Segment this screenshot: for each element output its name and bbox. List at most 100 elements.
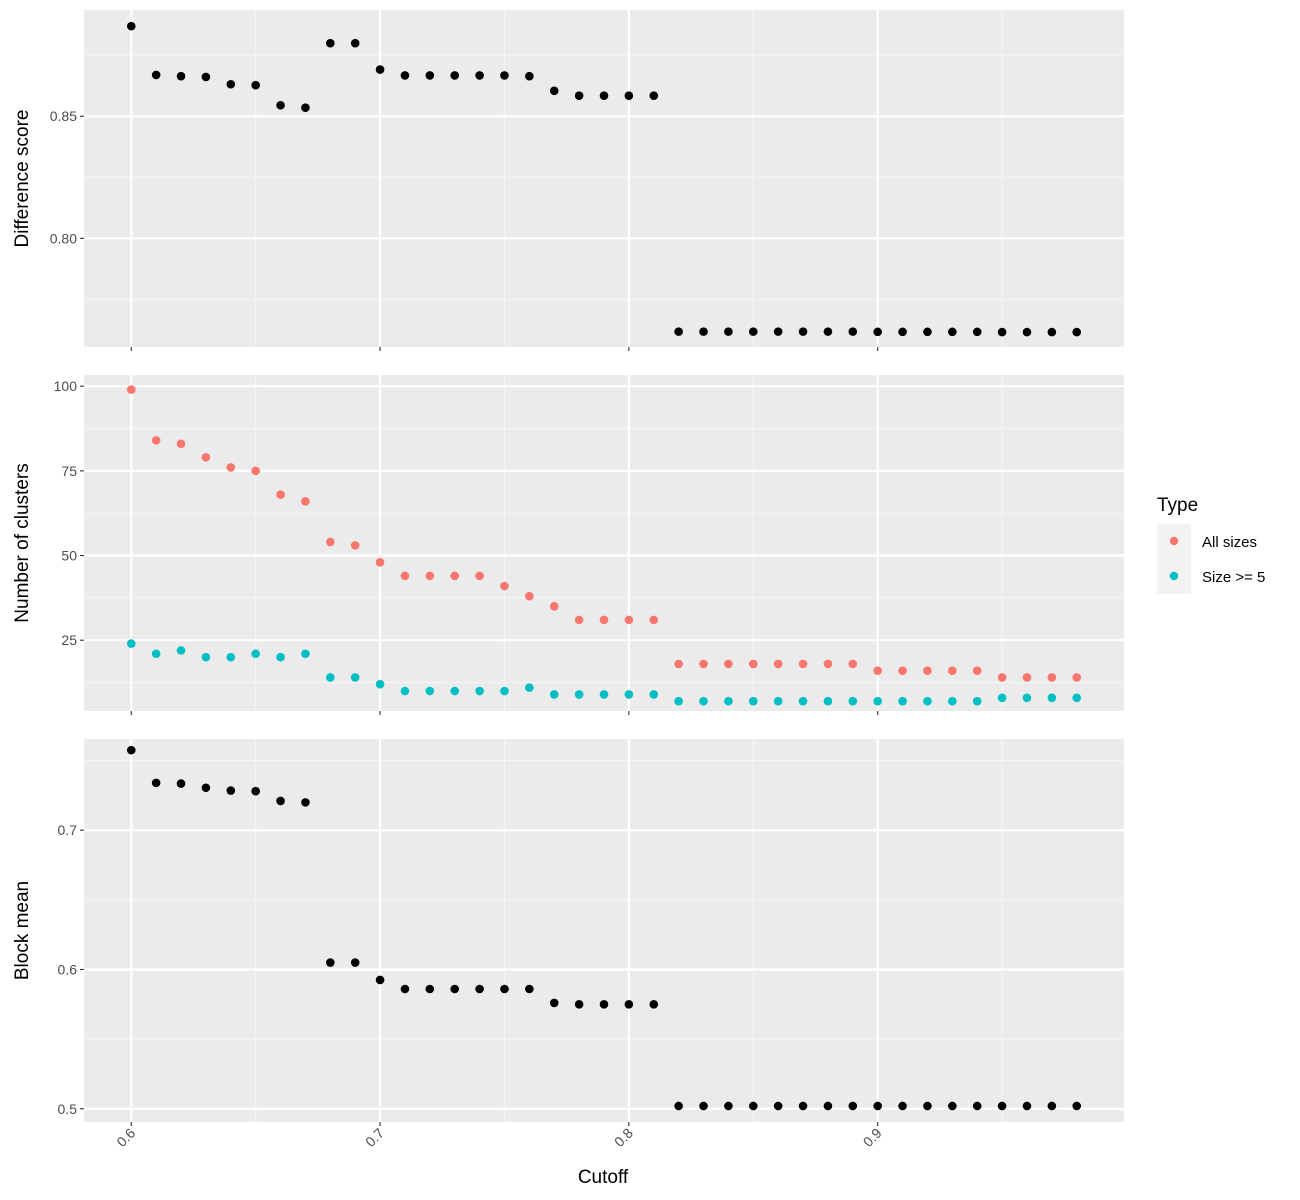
data-point <box>1047 1101 1057 1111</box>
data-point <box>176 71 186 81</box>
data-point <box>997 1101 1007 1111</box>
data-point <box>798 327 808 336</box>
x-tick-labels: 0.6 0.7 0.8 0.9 <box>113 1125 885 1150</box>
data-point <box>201 72 211 82</box>
panel-background <box>84 10 1124 347</box>
data-point <box>972 1101 982 1111</box>
y-tick-label: 75 <box>61 463 77 479</box>
data-point <box>276 652 285 662</box>
data-point <box>574 615 584 625</box>
data-point <box>251 649 260 659</box>
data-point <box>898 666 907 675</box>
data-point <box>301 798 310 807</box>
data-point <box>500 71 509 80</box>
data-point <box>699 659 708 669</box>
data-point <box>276 796 285 806</box>
panel-number-of-clusters: 25 50 75 100 Number of clusters <box>12 375 1124 715</box>
data-point <box>1072 327 1082 337</box>
panel-background <box>84 375 1124 711</box>
data-point <box>1072 693 1082 703</box>
data-point <box>549 690 559 699</box>
data-point <box>176 646 186 655</box>
data-point <box>1022 1101 1032 1111</box>
data-point <box>350 38 360 48</box>
data-point <box>201 652 211 662</box>
data-point <box>773 327 783 336</box>
data-point <box>699 1101 708 1111</box>
data-point <box>798 696 808 706</box>
data-point <box>997 327 1007 337</box>
data-point <box>674 696 683 706</box>
data-point <box>475 984 484 994</box>
data-point <box>525 683 534 692</box>
data-point <box>773 659 783 669</box>
data-point <box>823 327 833 336</box>
data-point <box>997 693 1007 703</box>
x-tick-label: 0.7 <box>362 1125 387 1150</box>
data-point <box>798 659 808 669</box>
data-point <box>500 581 509 591</box>
data-point <box>624 690 634 699</box>
data-point <box>176 439 186 449</box>
panel-background <box>84 739 1124 1122</box>
data-point <box>201 453 211 462</box>
data-point <box>649 1000 659 1009</box>
data-point <box>400 571 410 581</box>
data-point <box>823 659 833 669</box>
data-point <box>350 673 360 682</box>
legend-key-bg <box>1157 524 1191 594</box>
data-point <box>574 690 584 699</box>
data-point <box>425 686 435 696</box>
data-point <box>226 79 236 89</box>
panels: 0.80 0.85 Difference score 25 50 75 100 Number … <box>12 10 1124 1150</box>
data-point <box>724 327 733 336</box>
data-point <box>1047 327 1057 337</box>
x-axis-title: Cutoff <box>578 1167 629 1188</box>
data-point <box>748 1101 758 1111</box>
data-point <box>649 91 659 101</box>
data-point <box>997 673 1007 682</box>
data-point <box>948 1101 957 1111</box>
data-point <box>276 100 285 110</box>
y-axis-title: Block mean <box>12 881 33 980</box>
legend-label-size-ge-5: Size >= 5 <box>1202 569 1265 586</box>
data-point <box>201 783 211 793</box>
data-point <box>898 327 907 337</box>
data-point <box>450 71 460 80</box>
data-point <box>748 659 758 669</box>
data-point <box>525 984 534 994</box>
data-point <box>1022 327 1032 337</box>
data-point <box>176 779 186 788</box>
data-point <box>450 571 460 581</box>
data-point <box>873 1101 882 1111</box>
data-point <box>972 696 982 706</box>
data-point <box>525 591 534 601</box>
data-point <box>923 696 932 706</box>
data-point <box>126 21 136 31</box>
data-point <box>624 615 634 625</box>
data-point <box>500 984 509 994</box>
data-point <box>151 649 161 659</box>
data-point <box>251 466 260 476</box>
data-point <box>823 1101 833 1111</box>
legend-key-size-ge-5 <box>1169 571 1179 581</box>
data-point <box>326 673 335 682</box>
data-point <box>848 327 858 336</box>
data-point <box>400 71 410 80</box>
data-point <box>425 984 435 994</box>
y-tick-label: 0.5 <box>58 1101 78 1117</box>
legend-title: Type <box>1157 495 1198 516</box>
data-point <box>549 998 559 1008</box>
data-point <box>624 1000 634 1009</box>
y-tick-label: 0.85 <box>50 108 77 124</box>
data-point <box>724 1101 733 1111</box>
data-point <box>1047 693 1057 703</box>
data-point <box>549 86 559 96</box>
data-point <box>126 639 136 648</box>
y-tick-label: 50 <box>61 548 77 564</box>
data-point <box>375 558 385 567</box>
data-point <box>848 696 858 706</box>
panel-difference-score: 0.80 0.85 Difference score <box>12 10 1124 351</box>
data-point <box>1047 673 1057 682</box>
